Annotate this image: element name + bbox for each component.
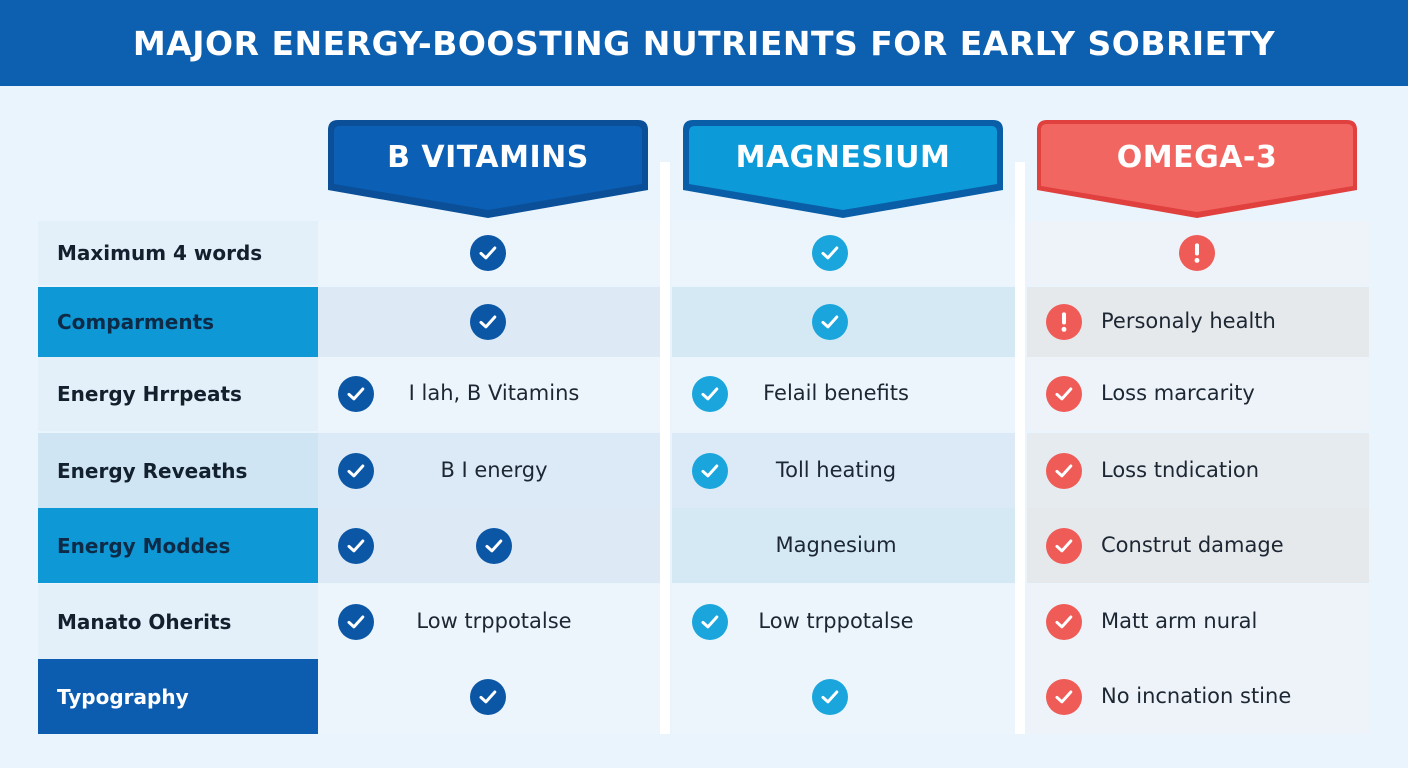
row-label: Maximum 4 words: [38, 221, 318, 285]
row-label: Comparments: [38, 287, 318, 357]
check-icon: [338, 603, 374, 640]
check-icon: [470, 678, 506, 715]
table-cell-bg: [1027, 659, 1369, 734]
table-cell-bg: [672, 433, 1015, 508]
table-cell-bg: [318, 433, 660, 508]
column-header-b-vitamins: B VITAMINS: [324, 118, 652, 222]
check-icon: [812, 304, 848, 340]
cell-text: Low trppotalse: [758, 608, 914, 633]
cell-text: Toll heating: [775, 457, 897, 482]
table-cell-bg: [1027, 357, 1369, 431]
column-header-label: B VITAMINS: [387, 140, 589, 175]
cell-text: Personaly health: [1101, 309, 1276, 333]
check-icon: [470, 235, 506, 271]
column-divider: [660, 162, 670, 734]
column-header-label: OMEGA-3: [1116, 140, 1278, 175]
header-banner-shape: [683, 120, 1003, 218]
check-icon: [812, 678, 848, 715]
exclamation-icon: [1179, 235, 1215, 271]
exclamation-icon: [1046, 304, 1082, 340]
row-label: Typography: [38, 659, 318, 734]
row-label: Manato Oherits: [38, 584, 318, 659]
table-cell-bg: [1027, 433, 1369, 508]
check-icon: [692, 603, 728, 640]
table-cell-bg: [318, 357, 660, 431]
cell-text: Construt damage: [1101, 532, 1284, 557]
check-icon: [692, 452, 728, 489]
header-banner-shape: [328, 120, 648, 218]
cell-text: Low trppotalse: [416, 608, 572, 633]
check-icon: [338, 527, 374, 564]
table-cell-bg: [1027, 584, 1369, 659]
check-icon: [1046, 376, 1082, 412]
cell-text: B I energy: [440, 457, 548, 482]
check-icon: [476, 527, 512, 564]
cell-text: No incnation stine: [1101, 683, 1292, 708]
cell-text: Felail benefits: [763, 381, 909, 405]
table-cell-bg: [672, 357, 1015, 431]
cell-text: Loss marcarity: [1101, 381, 1255, 405]
cell-text: Magnesium: [775, 532, 897, 557]
table-cell-bg: [1027, 508, 1369, 583]
column-header-omega-3: OMEGA-3: [1033, 118, 1361, 222]
row-label: Energy Reveaths: [38, 433, 318, 508]
row-label: Energy Hrrpeats: [38, 357, 318, 431]
check-icon: [1046, 603, 1082, 640]
title-bar: MAJOR ENERGY-BOOSTING NUTRIENTS FOR EARL…: [0, 0, 1408, 86]
check-icon: [1046, 452, 1082, 489]
check-icon: [1046, 527, 1082, 564]
table-cell-bg: [672, 508, 1015, 583]
column-divider: [1015, 162, 1025, 734]
check-icon: [692, 376, 728, 412]
header-banner-shape: [1037, 120, 1357, 218]
check-icon: [1046, 678, 1082, 715]
check-icon: [338, 452, 374, 489]
cell-text: Loss tndication: [1101, 457, 1260, 482]
cell-text: Matt arm nural: [1101, 608, 1258, 633]
column-header-magnesium: MAGNESIUM: [679, 118, 1007, 222]
check-icon: [812, 235, 848, 271]
cell-text: I lah, B Vitamins: [408, 381, 580, 405]
check-icon: [470, 304, 506, 340]
table-cell-bg: [672, 584, 1015, 659]
check-icon: [338, 376, 374, 412]
table-cell-bg: [1027, 287, 1369, 357]
page-title: MAJOR ENERGY-BOOSTING NUTRIENTS FOR EARL…: [132, 23, 1276, 63]
column-header-label: MAGNESIUM: [735, 140, 951, 175]
table-cell-bg: [318, 584, 660, 659]
row-label: Energy Moddes: [38, 508, 318, 583]
